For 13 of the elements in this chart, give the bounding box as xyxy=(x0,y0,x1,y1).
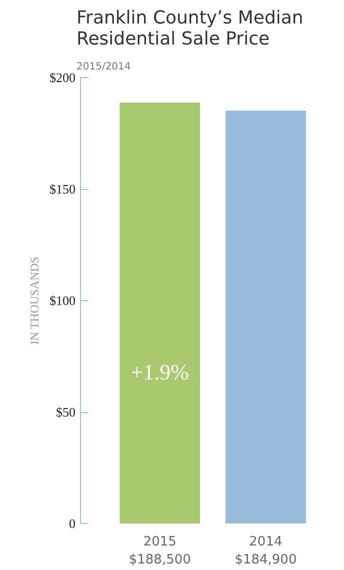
chart-subtitle: 2015/2014 xyxy=(76,62,131,72)
text: $188,500 xyxy=(128,552,191,568)
y-tick-label: $200 xyxy=(50,70,76,85)
y-tick-label: $150 xyxy=(50,182,76,196)
y-tick-label: 0 xyxy=(69,516,76,531)
y-tick-label: $100 xyxy=(50,293,76,308)
y-tick-label: $50 xyxy=(56,404,76,420)
x-tick-label: 2014 xyxy=(249,534,282,550)
annotation: +1.9% xyxy=(130,359,189,384)
text: $184,900 xyxy=(234,552,297,568)
x-tick-label: 2015 xyxy=(143,534,176,550)
chart-title: Franklin County’s Median Residential Sale Price xyxy=(76,8,304,50)
y-axis-title: IN THOUSANDS xyxy=(28,256,42,345)
